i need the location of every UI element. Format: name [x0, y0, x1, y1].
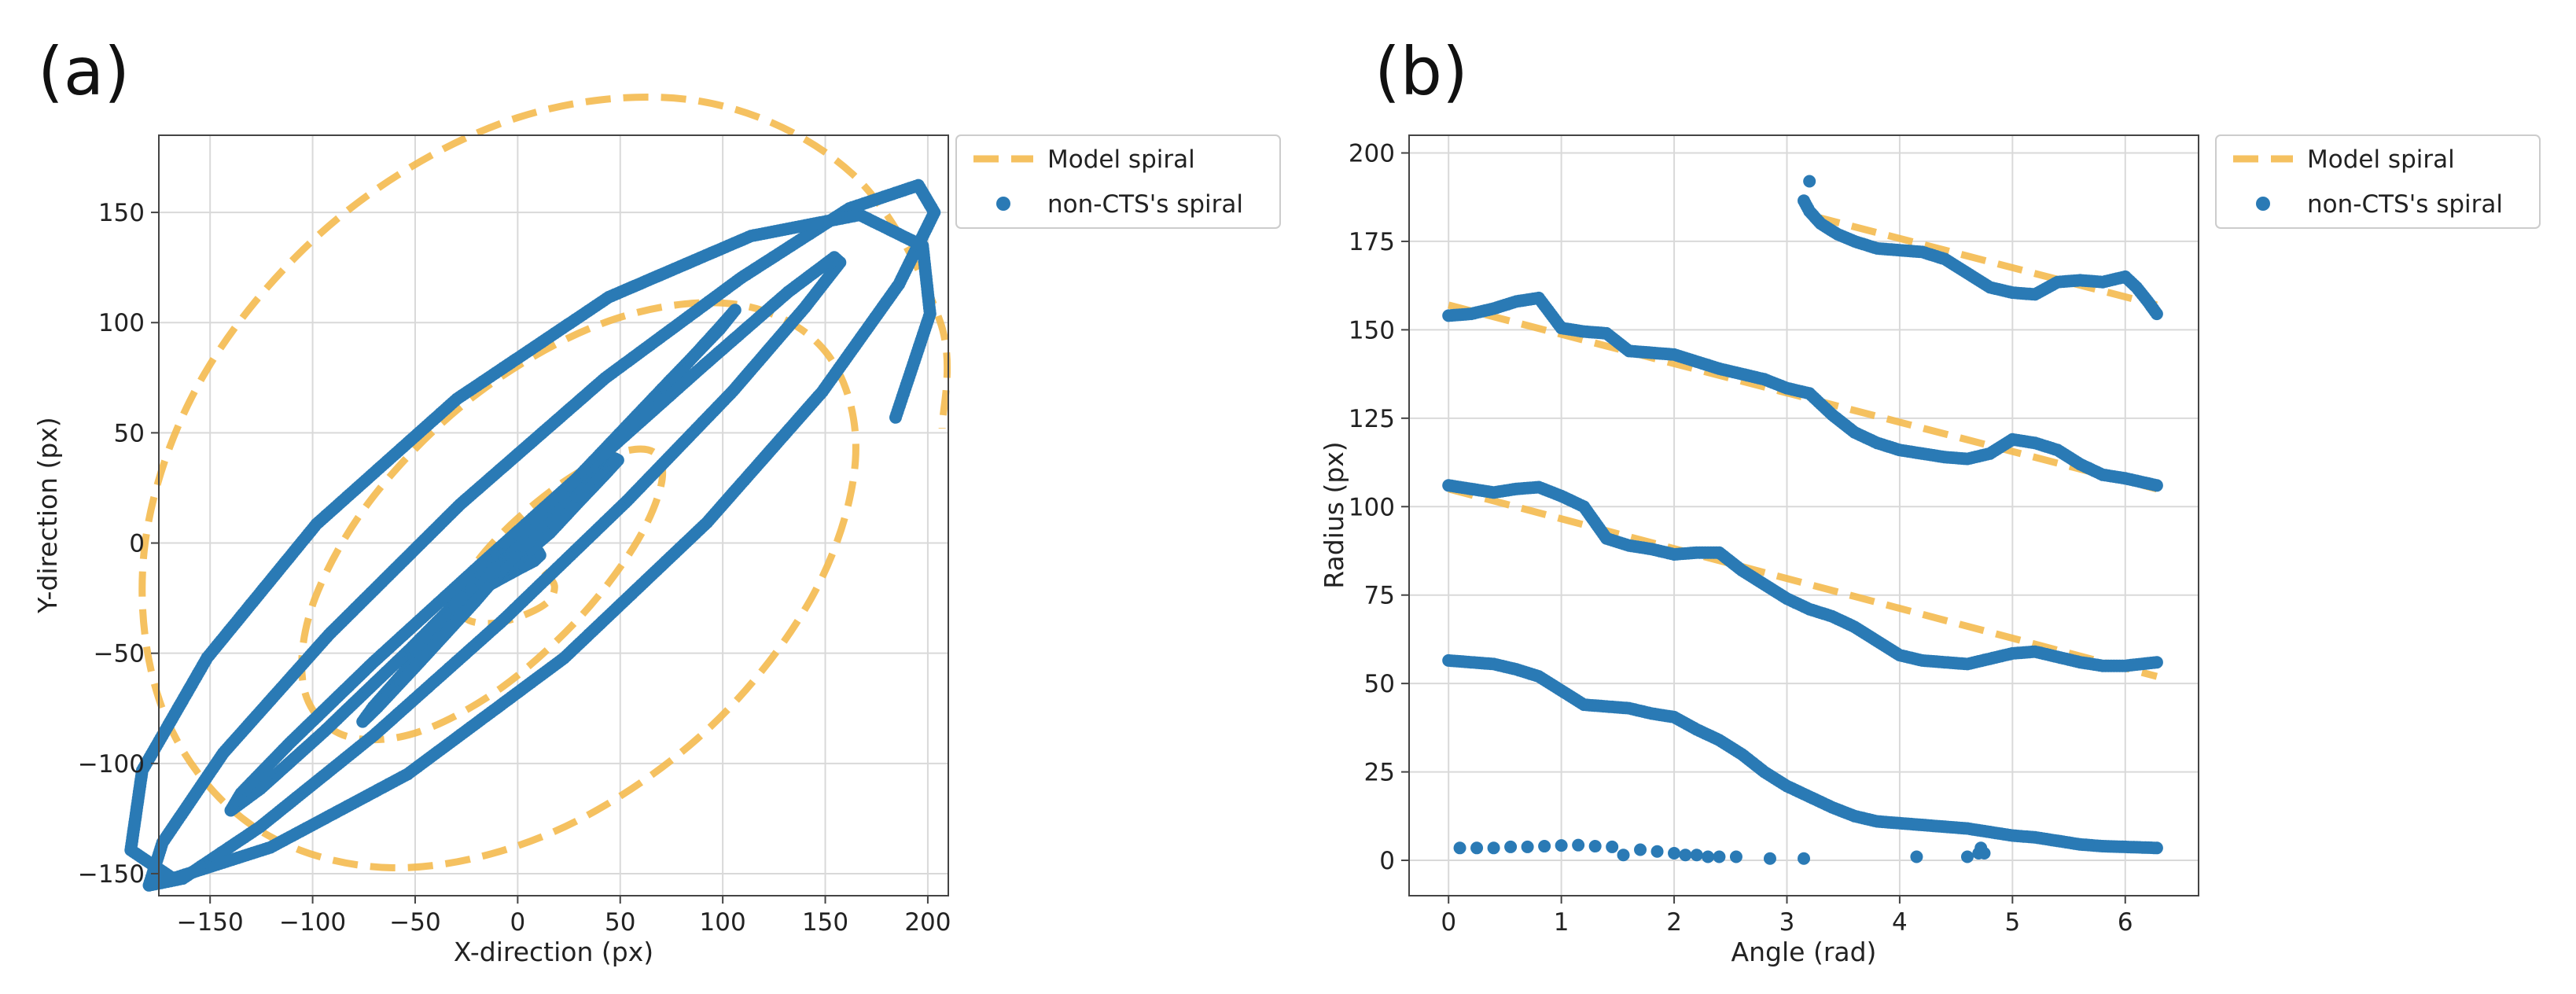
panel-b-y-tick-label: 75: [1364, 582, 1395, 610]
panel-b-legend: Model spiral non-CTS's spiral: [2215, 134, 2541, 229]
data-point: [1572, 838, 1585, 852]
panel-b-legend-model-label: Model spiral: [2307, 145, 2455, 174]
panel-b-x-tick-label: 3: [1779, 908, 1795, 937]
panel-a-legend-data-swatch: [996, 197, 1010, 211]
panel-a-x-tick-label: 150: [802, 908, 848, 937]
panel-b-y-tick-label: 0: [1379, 847, 1395, 875]
panel-b-x-tick-label: 6: [2118, 908, 2133, 937]
panel-a-legend: Model spiral non-CTS's spiral: [955, 134, 1281, 229]
data-point: [1470, 841, 1484, 855]
data-point: [1504, 840, 1518, 853]
panel-b-legend-data-swatch: [2256, 197, 2270, 211]
data-point: [2150, 479, 2163, 492]
panel-a-x-tick-label: 100: [700, 908, 746, 937]
panel-a-y-tick-label: 150: [98, 199, 145, 227]
panel-b-y-axis-label: Radius (px): [1319, 441, 1349, 588]
model-spiral-line: [138, 93, 951, 872]
data-point: [1702, 850, 1715, 863]
panel-b-x-tick-label: 1: [1554, 908, 1570, 937]
panel-b-chart: 0 1 2 3 4 5 6 0 25 50 75 100 125 150 175 200 Angle (rad…: [1319, 134, 2199, 967]
data-point: [1690, 849, 1703, 862]
data-point: [1798, 852, 1810, 865]
panel-a-x-tick-label: −150: [177, 908, 244, 937]
data-point: [1606, 840, 1619, 853]
panel-a-y-tick-label: 0: [129, 530, 145, 558]
panel-b-data-points: [1442, 175, 2163, 865]
data-point: [1679, 849, 1692, 862]
panel-a-x-tick-label: 50: [605, 908, 635, 937]
data-point: [1650, 845, 1664, 858]
panel-b-label: (b): [1374, 33, 1468, 110]
panel-a-plot-frame: [158, 134, 949, 896]
panel-b-x-tick-label: 4: [1892, 908, 1908, 937]
data-point: [1729, 850, 1742, 863]
data-point: [1910, 850, 1923, 863]
panel-a-x-tick-label: 0: [510, 908, 525, 937]
panel-b-grid: [1409, 135, 2199, 896]
panel-b-y-tick-label: 125: [1349, 405, 1395, 433]
panel-a-x-tick-label: −50: [389, 908, 440, 937]
panel-a-legend-data-label: non-CTS's spiral: [1047, 190, 1243, 219]
panel-a-legend-model-label: Model spiral: [1047, 145, 1195, 174]
data-point: [1617, 849, 1630, 862]
data-point: [2150, 656, 2163, 669]
panel-b-x-axis-label: Angle (rad): [1731, 937, 1877, 967]
panel-a-chart: −150 −100 −50 0 50 100 150 200 −150 −100 −50 0 50 100…: [32, 93, 951, 967]
panel-b-y-tick-label: 25: [1364, 759, 1395, 787]
data-point: [1668, 847, 1681, 860]
data-point: [1978, 847, 1991, 860]
data-point: [1487, 841, 1500, 855]
panel-a-x-axis-label: X-direction (px): [454, 937, 653, 967]
panel-b-plot-frame: [1408, 134, 2199, 896]
data-point: [1555, 839, 1568, 852]
panel-b-y-tick-label: 200: [1349, 139, 1395, 168]
data-point: [889, 410, 902, 424]
data-point: [2150, 841, 2163, 855]
panel-b-x-tick-label: 2: [1666, 908, 1682, 937]
panel-a-y-tick-label: −150: [78, 860, 145, 889]
panel-b-y-tick-label: 150: [1349, 316, 1395, 344]
panel-a-y-tick-label: 50: [114, 419, 145, 447]
panel-a-x-tick-label: 200: [904, 908, 951, 937]
data-point: [1763, 852, 1776, 865]
data-point: [1453, 841, 1466, 855]
data-point: [1538, 840, 1551, 853]
data-point: [1521, 840, 1534, 853]
panel-b-legend-data-label: non-CTS's spiral: [2307, 190, 2503, 219]
model-spiral-segment: [1448, 485, 2158, 680]
panel-a-y-tick-label: −50: [94, 640, 145, 668]
data-point: [2150, 307, 2163, 321]
panel-a-x-tick-label: −100: [279, 908, 346, 937]
data-point: [1588, 840, 1602, 853]
data-point: [1713, 850, 1726, 863]
panel-b-y-tick-label: 100: [1349, 493, 1395, 521]
panel-a-label: (a): [38, 33, 130, 110]
panel-a-y-tick-label: −100: [78, 750, 145, 779]
panel-b-model-spiral: [1448, 213, 2158, 680]
model-spiral-segment: [1448, 301, 2158, 493]
panel-a-ticks: −150 −100 −50 0 50 100 150 200 −150 −100 −50 0 50 100…: [78, 199, 951, 937]
panel-b-ticks: 0 1 2 3 4 5 6 0 25 50 75 100 125 150 175 200: [1349, 139, 2133, 937]
data-point: [1803, 175, 1816, 188]
data-point: [1634, 843, 1647, 856]
model-spiral-segment: [1814, 213, 2158, 309]
data-point: [1960, 850, 1974, 863]
panel-a-y-axis-label: Y-direction (px): [32, 417, 63, 613]
panel-b-x-tick-label: 0: [1441, 908, 1456, 937]
panel-a-model-spiral: [138, 93, 951, 872]
panel-b-x-tick-label: 5: [2004, 908, 2020, 937]
panel-a-data-points: [124, 179, 941, 892]
panel-b-y-tick-label: 175: [1349, 228, 1395, 256]
panel-b-y-tick-label: 50: [1364, 670, 1395, 698]
panel-a-legend-box: [955, 134, 1281, 229]
panel-a-y-tick-label: 100: [98, 309, 145, 337]
panel-b-legend-box: [2215, 134, 2541, 229]
